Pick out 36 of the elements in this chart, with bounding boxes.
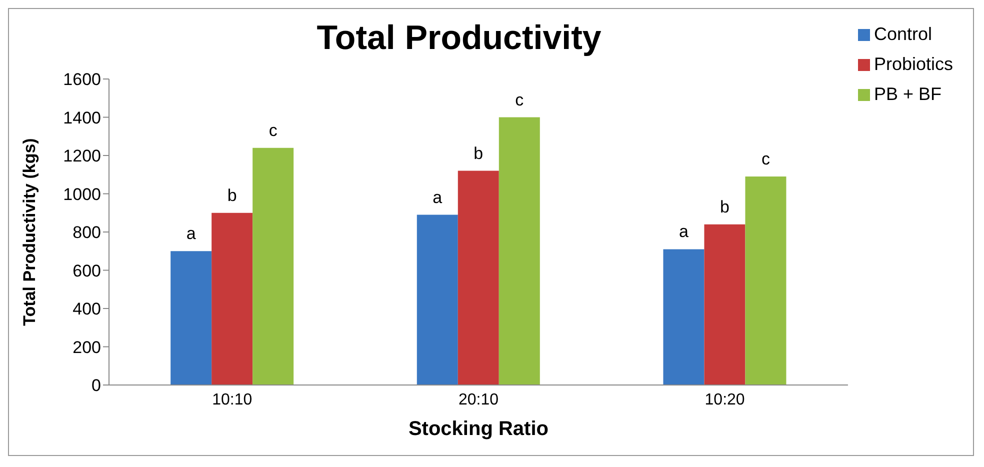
data-label: c	[515, 90, 524, 110]
bar	[416, 214, 458, 385]
bar	[745, 176, 786, 385]
bar	[663, 249, 704, 385]
data-label: b	[227, 186, 237, 205]
x-tick-label: 20:10	[458, 391, 499, 408]
legend-label: Control	[874, 24, 932, 44]
y-tick-label: 200	[72, 338, 101, 357]
data-label: c	[268, 120, 278, 140]
legend-label: Probiotics	[874, 54, 953, 74]
bar	[458, 170, 499, 385]
y-tick-label: 1200	[63, 146, 101, 166]
data-label: a	[432, 188, 443, 207]
legend-label: PB + BF	[874, 84, 942, 104]
y-tick-label: 400	[72, 300, 101, 319]
bar	[498, 117, 540, 385]
data-label: a	[186, 224, 196, 244]
y-tick-label: 1600	[63, 70, 101, 90]
bar	[170, 251, 212, 385]
y-tick-label: 800	[72, 223, 101, 242]
bar	[212, 212, 253, 385]
x-tick-label: 10:10	[212, 391, 252, 408]
x-axis-title: Stocking Ratio	[408, 418, 548, 440]
data-label: a	[678, 222, 689, 242]
y-axis-title: Total Productivity (kgs)	[20, 138, 40, 326]
y-tick-label: 600	[72, 261, 101, 280]
data-label: b	[474, 144, 484, 163]
data-label: c	[761, 150, 770, 169]
y-tick-label: 0	[92, 376, 101, 396]
bar	[704, 224, 746, 385]
x-tick-label: 10:20	[704, 391, 745, 408]
bar	[252, 148, 294, 385]
data-label: b	[720, 197, 730, 216]
chart-title: Total Productivity	[316, 19, 602, 57]
y-tick-label: 1000	[63, 184, 101, 204]
y-tick-label: 1400	[63, 108, 101, 128]
